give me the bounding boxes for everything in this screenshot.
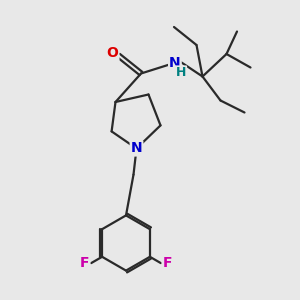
Text: F: F xyxy=(163,256,172,270)
Text: F: F xyxy=(80,256,89,270)
Text: H: H xyxy=(176,66,186,80)
Text: O: O xyxy=(106,46,119,60)
Text: N: N xyxy=(131,142,142,155)
Text: N: N xyxy=(169,56,181,70)
